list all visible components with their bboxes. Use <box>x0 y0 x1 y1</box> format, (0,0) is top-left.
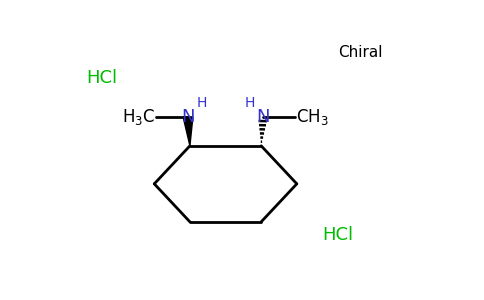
Text: H$_3$C: H$_3$C <box>122 107 155 127</box>
Text: H: H <box>244 97 255 110</box>
Text: HCl: HCl <box>322 226 354 244</box>
Polygon shape <box>183 117 193 146</box>
Text: HCl: HCl <box>86 69 117 87</box>
Text: N: N <box>257 108 270 126</box>
Text: H: H <box>197 97 207 110</box>
Text: CH$_3$: CH$_3$ <box>296 107 329 127</box>
Text: N: N <box>182 108 195 126</box>
Text: Chiral: Chiral <box>338 45 383 60</box>
